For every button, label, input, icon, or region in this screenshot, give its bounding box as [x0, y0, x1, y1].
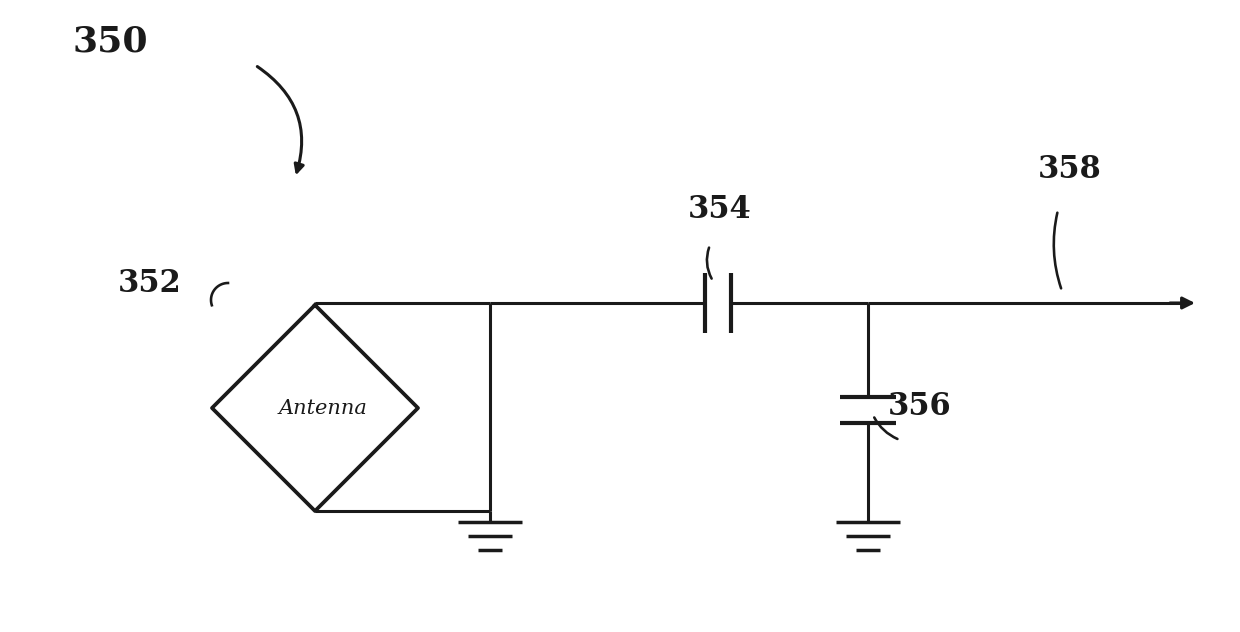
Text: 350: 350 [72, 25, 148, 59]
Text: Antenna: Antenna [279, 399, 367, 418]
Text: 352: 352 [118, 268, 182, 299]
Text: 358: 358 [1038, 154, 1102, 185]
Text: 356: 356 [888, 391, 951, 422]
FancyArrowPatch shape [258, 66, 304, 172]
Text: 354: 354 [688, 194, 751, 225]
